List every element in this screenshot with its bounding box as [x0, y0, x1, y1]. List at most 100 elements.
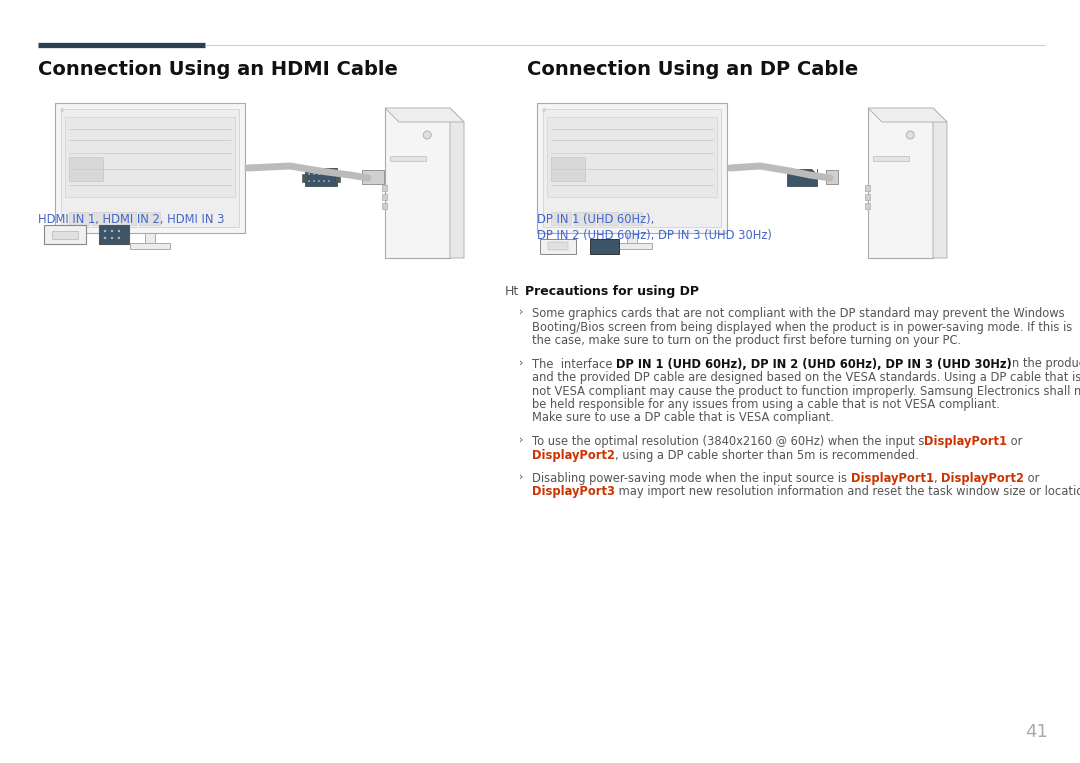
- Text: DisplayPort1: DisplayPort1: [924, 435, 1008, 448]
- FancyBboxPatch shape: [540, 239, 576, 253]
- Text: Connection Using an DP Cable: Connection Using an DP Cable: [527, 60, 859, 79]
- FancyBboxPatch shape: [621, 212, 642, 225]
- FancyBboxPatch shape: [575, 212, 595, 225]
- FancyBboxPatch shape: [145, 233, 156, 243]
- Circle shape: [328, 180, 330, 182]
- Text: ›: ›: [519, 435, 524, 445]
- Polygon shape: [933, 108, 947, 258]
- FancyBboxPatch shape: [139, 212, 160, 225]
- FancyBboxPatch shape: [69, 157, 103, 181]
- Text: the case, make sure to turn on the product first before turning on your PC.: the case, make sure to turn on the produ…: [532, 334, 961, 347]
- Text: and the provided DP cable are designed based on the VESA standards. Using a DP c: and the provided DP cable are designed b…: [532, 371, 1080, 384]
- Text: DisplayPort2: DisplayPort2: [532, 449, 615, 462]
- FancyBboxPatch shape: [551, 212, 571, 225]
- Circle shape: [328, 173, 330, 175]
- Text: To use the optimal resolution (3840x2160 @ 60Hz) when the input s: To use the optimal resolution (3840x2160…: [532, 435, 924, 448]
- Text: 41: 41: [1025, 723, 1048, 741]
- FancyBboxPatch shape: [598, 212, 618, 225]
- Text: n the product: n the product: [1012, 358, 1080, 371]
- FancyBboxPatch shape: [384, 108, 450, 258]
- FancyBboxPatch shape: [537, 103, 727, 233]
- Text: Precautions for using DP: Precautions for using DP: [525, 285, 699, 298]
- Text: not VESA compliant may cause the product to function improperly. Samsung Electro: not VESA compliant may cause the product…: [532, 385, 1080, 398]
- Circle shape: [111, 237, 113, 239]
- FancyBboxPatch shape: [865, 185, 870, 191]
- FancyBboxPatch shape: [130, 243, 170, 249]
- Text: DisplayPort3: DisplayPort3: [532, 485, 615, 498]
- FancyBboxPatch shape: [612, 243, 652, 249]
- FancyBboxPatch shape: [44, 225, 86, 244]
- Text: ›: ›: [519, 358, 524, 368]
- Text: The  interface: The interface: [532, 358, 616, 371]
- Circle shape: [308, 173, 310, 175]
- FancyBboxPatch shape: [335, 174, 340, 182]
- Circle shape: [323, 173, 325, 175]
- Text: DisplayPort2: DisplayPort2: [941, 472, 1024, 485]
- Polygon shape: [812, 169, 816, 174]
- FancyBboxPatch shape: [382, 202, 387, 208]
- Text: DP IN 1 (UHD 60Hz),: DP IN 1 (UHD 60Hz),: [537, 213, 654, 226]
- FancyBboxPatch shape: [865, 202, 870, 208]
- FancyBboxPatch shape: [52, 231, 78, 239]
- FancyBboxPatch shape: [382, 194, 387, 199]
- Text: Ht: Ht: [505, 285, 519, 298]
- FancyBboxPatch shape: [826, 170, 838, 184]
- FancyBboxPatch shape: [546, 118, 717, 197]
- Circle shape: [318, 180, 320, 182]
- Text: , using a DP cable shorter than 5m is recommended.: , using a DP cable shorter than 5m is re…: [615, 449, 919, 462]
- FancyBboxPatch shape: [65, 118, 235, 197]
- FancyBboxPatch shape: [865, 194, 870, 199]
- Text: may import new resolution information and reset the task window size or location: may import new resolution information an…: [615, 485, 1080, 498]
- Text: x: x: [542, 107, 546, 113]
- Text: Some graphics cards that are not compliant with the DP standard may prevent the : Some graphics cards that are not complia…: [532, 307, 1065, 320]
- Text: or: or: [1008, 435, 1023, 448]
- Text: or: or: [1024, 472, 1039, 485]
- Polygon shape: [450, 108, 464, 258]
- FancyBboxPatch shape: [590, 239, 619, 253]
- Polygon shape: [384, 108, 464, 122]
- Text: ›: ›: [519, 307, 524, 317]
- Circle shape: [423, 131, 431, 139]
- Circle shape: [313, 173, 315, 175]
- Polygon shape: [868, 108, 947, 122]
- Text: Make sure to use a DP cable that is VESA compliant.: Make sure to use a DP cable that is VESA…: [532, 411, 834, 424]
- FancyBboxPatch shape: [627, 233, 637, 243]
- Text: DP IN 1 (UHD 60Hz), DP IN 2 (UHD 60Hz), DP IN 3 (UHD 30Hz): DP IN 1 (UHD 60Hz), DP IN 2 (UHD 60Hz), …: [616, 358, 1012, 371]
- Text: ›: ›: [519, 472, 524, 482]
- FancyBboxPatch shape: [116, 212, 136, 225]
- FancyBboxPatch shape: [787, 169, 816, 186]
- Circle shape: [111, 230, 113, 232]
- Text: DP IN 2 (UHD 60Hz), DP IN 3 (UHD 30Hz): DP IN 2 (UHD 60Hz), DP IN 3 (UHD 30Hz): [537, 229, 772, 242]
- Circle shape: [118, 230, 120, 232]
- FancyBboxPatch shape: [868, 108, 933, 258]
- Text: Connection Using an HDMI Cable: Connection Using an HDMI Cable: [38, 60, 397, 79]
- Circle shape: [323, 180, 325, 182]
- FancyBboxPatch shape: [302, 174, 307, 182]
- Text: DisplayPort1: DisplayPort1: [851, 472, 933, 485]
- FancyBboxPatch shape: [93, 212, 112, 225]
- FancyBboxPatch shape: [99, 225, 129, 244]
- FancyBboxPatch shape: [874, 156, 909, 160]
- Text: ,: ,: [933, 472, 941, 485]
- FancyBboxPatch shape: [551, 157, 585, 181]
- Circle shape: [308, 180, 310, 182]
- FancyBboxPatch shape: [55, 103, 245, 233]
- FancyBboxPatch shape: [382, 185, 387, 191]
- Text: Disabling power-saving mode when the input source is: Disabling power-saving mode when the inp…: [532, 472, 851, 485]
- Text: x: x: [60, 107, 64, 113]
- FancyBboxPatch shape: [390, 156, 426, 160]
- Circle shape: [104, 237, 106, 239]
- Circle shape: [906, 131, 915, 139]
- Circle shape: [313, 180, 315, 182]
- Text: HDMI IN 1, HDMI IN 2, HDMI IN 3: HDMI IN 1, HDMI IN 2, HDMI IN 3: [38, 213, 225, 226]
- Circle shape: [104, 230, 106, 232]
- FancyBboxPatch shape: [543, 109, 721, 227]
- Text: be held responsible for any issues from using a cable that is not VESA compliant: be held responsible for any issues from …: [532, 398, 1000, 411]
- FancyBboxPatch shape: [362, 170, 384, 184]
- FancyBboxPatch shape: [60, 109, 239, 227]
- Circle shape: [318, 173, 320, 175]
- FancyBboxPatch shape: [69, 212, 90, 225]
- Text: Booting/Bios screen from being displayed when the product is in power-saving mod: Booting/Bios screen from being displayed…: [532, 320, 1072, 333]
- FancyBboxPatch shape: [548, 242, 568, 250]
- FancyBboxPatch shape: [305, 168, 337, 186]
